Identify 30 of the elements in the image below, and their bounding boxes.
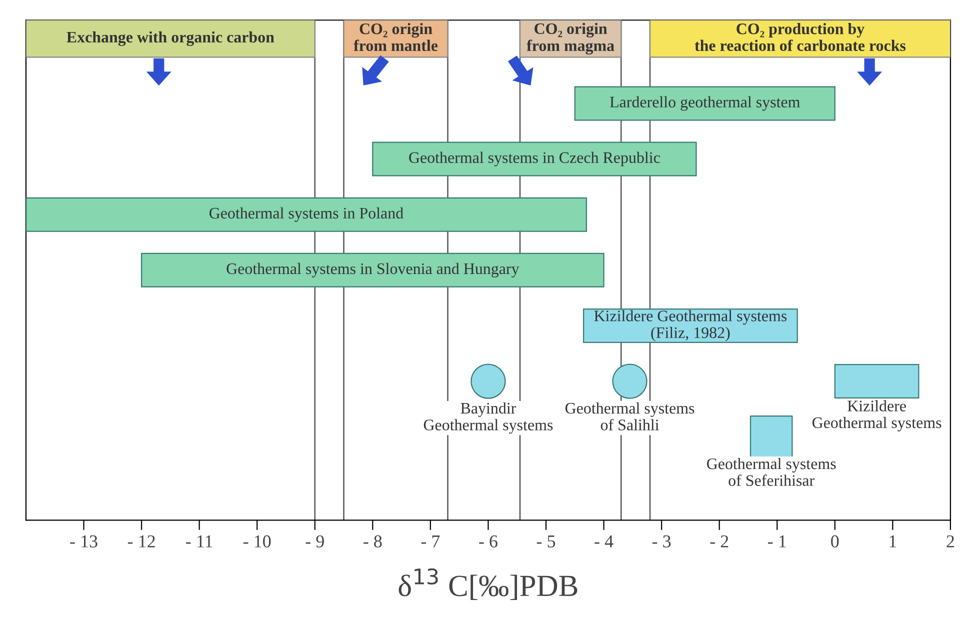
series-label: Larderello geothermal system xyxy=(610,96,800,111)
series-label: Bayindir Geothermal systems xyxy=(424,402,553,434)
band-label: CO₂ origin from magma xyxy=(526,22,614,54)
band-label: CO₂ origin from mantle xyxy=(354,22,438,52)
x-tick-label: - 5 xyxy=(536,535,556,548)
series-label: Geothermal systems of Seferihisar xyxy=(707,458,836,486)
series-label: Kizildere Geothermal systems xyxy=(812,400,942,432)
x-tick-label: - 3 xyxy=(652,535,671,548)
x-tick-label: - 12 xyxy=(128,535,155,548)
x-tick-label: 0 xyxy=(831,535,839,548)
x-tick-label: - 1 xyxy=(768,535,786,548)
x-tick-label: - 10 xyxy=(243,535,271,548)
band-label: Exchange with organic carbon xyxy=(66,31,274,46)
x-tick-label: - 4 xyxy=(594,535,614,548)
x-axis-title: δ$^{13}$ C[‰]PDB xyxy=(398,568,578,600)
x-tick-label: 1 xyxy=(890,535,896,548)
x-tick-label: - 2 xyxy=(710,535,728,548)
series-label: Kizildere Geothermal systems (Filiz, 1982) xyxy=(594,310,787,342)
x-tick-label: - 11 xyxy=(186,535,212,548)
series-label: Geothermal systems in Czech Republic xyxy=(409,152,660,166)
x-tick-label: - 13 xyxy=(70,535,98,548)
x-tick-label: - 7 xyxy=(421,535,440,548)
x-tick-label: - 6 xyxy=(479,535,498,548)
x-tick-label: - 8 xyxy=(364,535,382,548)
band-label: CO₂ production by the reaction of carbonate rocks xyxy=(694,23,906,51)
series-label: Geothermal systems in Poland xyxy=(209,207,404,222)
series-label: Geothermal systems of Salihli xyxy=(565,402,694,430)
x-tick-label: 2 xyxy=(946,535,954,548)
series-label: Geothermal systems in Slovenia and Hungary xyxy=(226,262,520,278)
x-tick-label: - 9 xyxy=(306,535,324,548)
